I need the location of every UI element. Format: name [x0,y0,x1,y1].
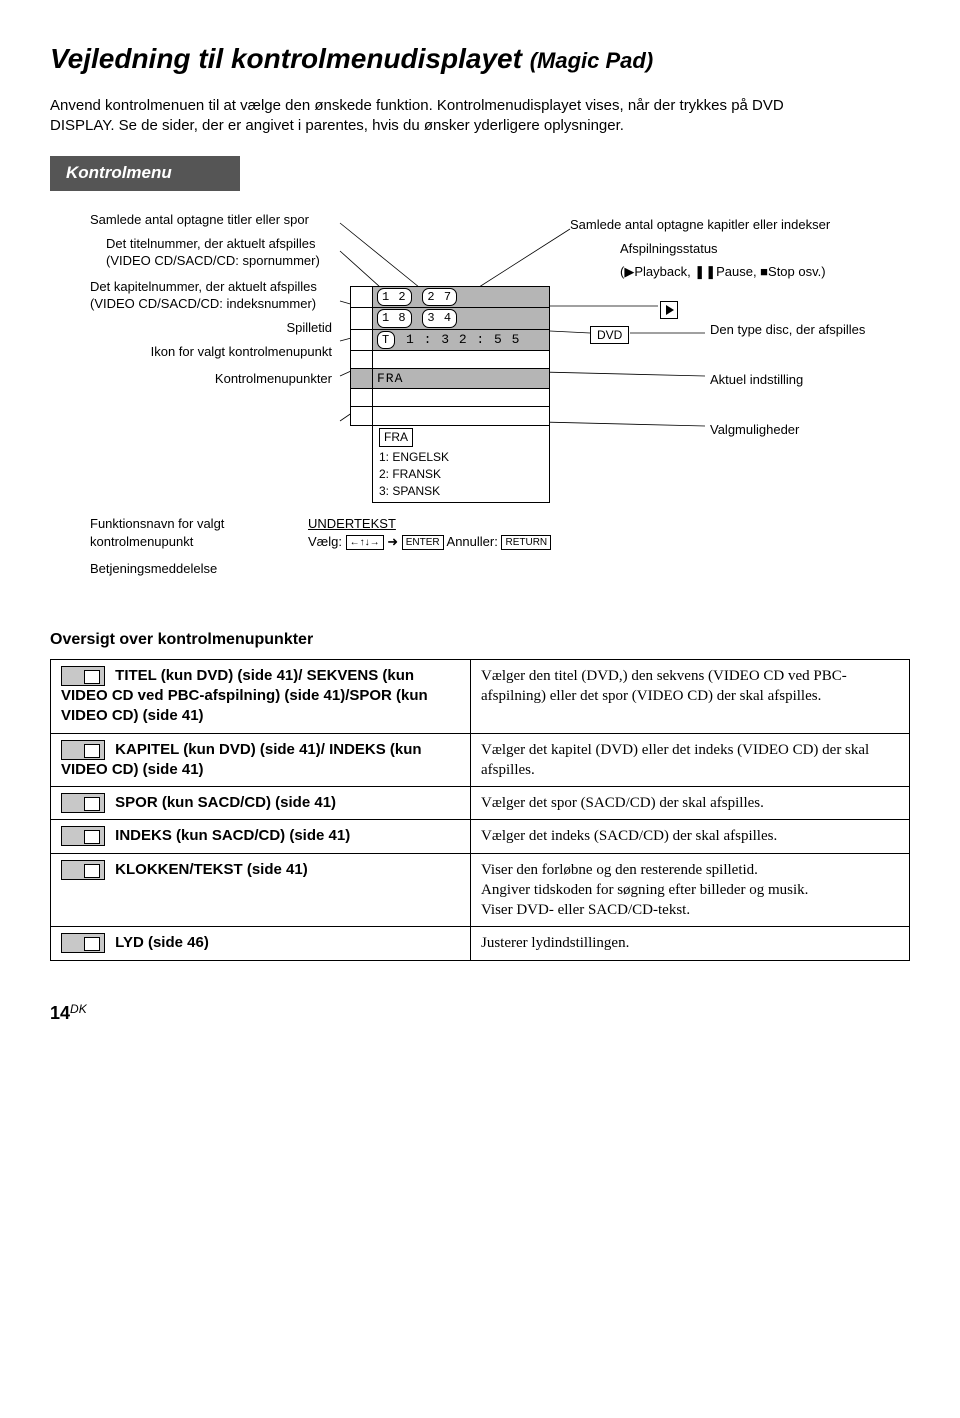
table-cell-item: KAPITEL (kun DVD) (side 41)/ INDEKS (kun… [51,733,471,787]
osd-cancel-label: Annuller: [447,534,498,549]
table-cell-item: SPOR (kun SACD/CD) (side 41) [51,787,471,820]
label-menu-items: Kontrolmenupunkter [90,370,340,388]
table-item-label: INDEKS (kun SACD/CD) (side 41) [111,827,350,844]
osd-option-2: 2: FRANSK [379,466,543,483]
reference-table: TITEL (kun DVD) (side 41)/ SEKVENS (kun … [50,659,910,961]
table-cell-desc: Vælger det indeks (SACD/CD) der skal afs… [471,820,910,853]
table-item-label: SPOR (kun SACD/CD) (side 41) [111,794,336,811]
title-sub: (Magic Pad) [530,48,653,73]
label-current-chapter: Det kapitelnummer, der aktuelt afspilles… [90,278,340,313]
left-labels: Samlede antal optagne titler eller spor … [90,211,340,393]
table-cell-item: TITEL (kun DVD) (side 41)/ SEKVENS (kun … [51,659,471,733]
osd-icon-7 [351,407,373,425]
osd-screen: 1 2 2 7 1 8 3 4 T 1 : 3 2 : 5 5 [350,286,550,502]
osd-icon-selected [351,369,373,389]
table-row: INDEKS (kun SACD/CD) (side 41) Vælger det… [51,820,910,853]
table-cell-desc: Vælger det kapitel (DVD) eller det indek… [471,733,910,787]
table-item-label: KAPITEL (kun DVD) (side 41)/ INDEKS (kun… [61,741,422,778]
table-cell-item: INDEKS (kun SACD/CD) (side 41) [51,820,471,853]
osd-time-t: T [377,331,395,349]
menu-item-icon [61,860,105,880]
label-selected-icon: Ikon for valgt kontrolmenupunkt [90,343,340,361]
osd-icon-6 [351,389,373,406]
label-total-chapters: Samlede antal optagne kapitler eller ind… [570,216,890,234]
page-lang: DK [70,1002,87,1016]
label-current-setting: Aktuel indstilling [710,371,803,389]
table-row: TITEL (kun DVD) (side 41)/ SEKVENS (kun … [51,659,910,733]
table-cell-item: LYD (side 46) [51,927,471,960]
osd-row-7 [373,407,549,425]
label-playtime: Spilletid [90,319,340,337]
table-cell-item: KLOKKEN/TEKST (side 41) [51,853,471,927]
menu-item-icon [61,933,105,953]
osd-icon-4 [351,351,373,368]
osd-options-panel: FRA 1: ENGELSK 2: FRANSK 3: SPANSK [372,426,550,502]
label-total-titles: Samlede antal optagne titler eller spor [90,211,340,229]
table-cell-desc: Justerer lydindstillingen. [471,927,910,960]
osd-chapter-total: 3 4 [422,309,457,327]
title-main: Vejledning til kontrolmenudisplayet [50,43,522,74]
osd-option-current: FRA [379,428,413,447]
osd-time-value: 1 : 3 2 : 5 5 [406,332,520,347]
osd-chapter-current: 1 8 [377,309,412,327]
osd-option-1: 1: ENGELSK [379,449,543,466]
menu-item-icon [61,793,105,813]
label-disc-type: Den type disc, der afspilles [710,321,890,339]
table-item-label: LYD (side 46) [111,934,209,951]
enter-key-icon: ENTER [402,535,444,551]
section-heading: Kontrolmenu [50,156,240,191]
control-menu-diagram: Samlede antal optagne titler eller spor … [50,211,910,611]
osd-icon-time [351,330,373,350]
osd-row-4 [373,351,549,368]
label-playback-status: Afspilningsstatus [570,240,890,258]
table-item-label: TITEL (kun DVD) (side 41)/ SEKVENS (kun … [61,667,428,725]
label-playback-icons: (▶Playback, ❚❚Pause, ■Stop osv.) [570,263,890,281]
label-current-title: Det titelnummer, der aktuelt afspilles (… [90,235,340,270]
arrow-key-icon: ←↑↓→ [346,535,384,551]
label-options: Valgmuligheder [710,421,799,439]
table-cell-desc: Vælger den titel (DVD,) den sekvens (VID… [471,659,910,733]
table-item-label: KLOKKEN/TEKST (side 41) [111,861,308,878]
table-cell-desc: Vælger det spor (SACD/CD) der skal afspi… [471,787,910,820]
label-function-name: Funktionsnavn for valgt kontrolmenupunkt [90,515,290,550]
table-row: LYD (side 46) Justerer lydindstillingen. [51,927,910,960]
play-icon [660,301,678,319]
osd-title-total: 2 7 [422,288,457,306]
menu-item-icon [61,666,105,686]
osd-select-label: Vælg: [308,534,342,549]
osd-bottom-panel: UNDERTEKST Vælg: ←↑↓→ ➜ ENTER Annuller: … [308,515,551,550]
label-operation-msg: Betjeningsmeddelelse [90,560,290,578]
table-row: SPOR (kun SACD/CD) (side 41) Vælger det s… [51,787,910,820]
page-number-value: 14 [50,1003,70,1023]
table-row: KAPITEL (kun DVD) (side 41)/ INDEKS (kun… [51,733,910,787]
page-number: 14DK [50,1001,910,1025]
right-labels: Samlede antal optagne kapitler eller ind… [570,216,890,287]
return-key-icon: RETURN [501,535,551,551]
page-title: Vejledning til kontrolmenudisplayet (Mag… [50,40,910,78]
table-heading: Oversigt over kontrolmenupunkter [50,629,910,651]
menu-item-icon [61,740,105,760]
table-cell-desc: Viser den forløbne og den resterende spi… [471,853,910,927]
osd-setting-selected: FRA [373,369,549,389]
osd-row-6 [373,389,549,406]
osd-icon-title [351,287,373,307]
osd-option-3: 3: SPANSK [379,483,543,500]
osd-function-title: UNDERTEKST [308,515,551,533]
osd-icon-chapter [351,308,373,328]
intro-text: Anvend kontrolmenuen til at vælge den øn… [50,96,830,137]
osd-title-current: 1 2 [377,288,412,306]
disc-type-badge: DVD [590,326,629,344]
menu-item-icon [61,826,105,846]
table-row: KLOKKEN/TEKST (side 41) Viser den forløbn… [51,853,910,927]
